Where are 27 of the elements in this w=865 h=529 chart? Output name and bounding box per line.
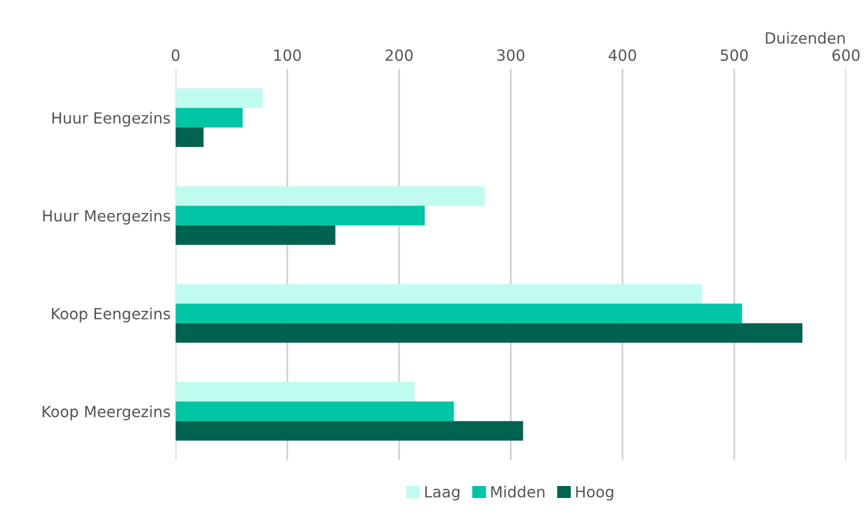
x-tick-label: 100 <box>274 49 301 61</box>
bar <box>176 323 802 343</box>
bar <box>176 402 454 422</box>
y-tick-label: Koop Meergezins <box>42 405 170 420</box>
x-tick-label: 500 <box>720 49 748 61</box>
x-tick-label: 400 <box>608 49 636 61</box>
bar <box>176 225 336 245</box>
bar <box>176 127 204 148</box>
y-tick-label: Huur Meergezins <box>43 210 170 225</box>
x-tick-label: 200 <box>386 49 413 61</box>
bar <box>176 284 702 304</box>
bar <box>176 108 243 128</box>
legend-label: Hoog <box>576 486 614 501</box>
x-tick-label: 300 <box>497 49 524 61</box>
legend-label: Laag <box>425 486 460 501</box>
legend-label: Midden <box>491 486 544 498</box>
y-tick-label: Huur Eengezins <box>52 112 170 127</box>
bar <box>176 304 742 324</box>
y-tick-label: Koop Eengezins <box>52 308 170 322</box>
x-tick-label: 600 <box>832 49 860 61</box>
x-tick-label: 0 <box>172 49 180 61</box>
bar <box>176 186 486 206</box>
x-axis-title: Duizenden <box>766 32 845 44</box>
bar <box>176 382 415 402</box>
bar <box>176 421 524 441</box>
bar <box>176 206 425 226</box>
bar <box>176 88 263 108</box>
